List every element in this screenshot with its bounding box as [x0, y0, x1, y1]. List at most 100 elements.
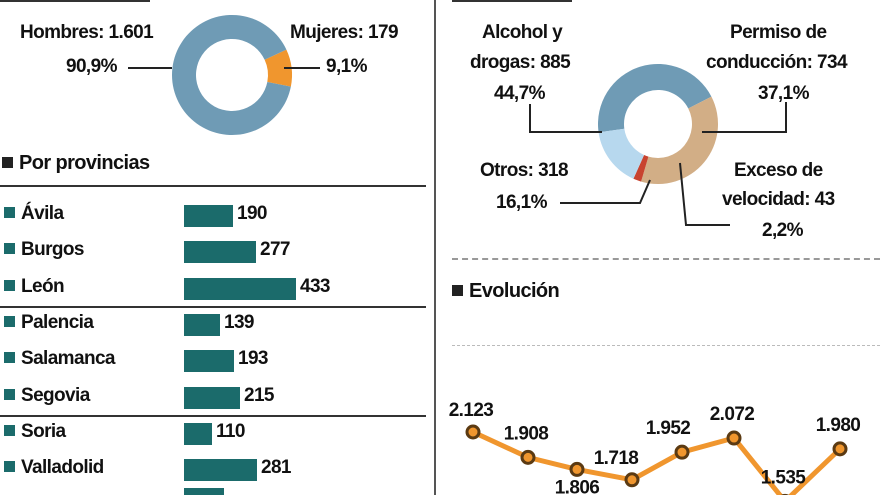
men-label: Hombres: 1.601	[20, 22, 154, 43]
right-panel: Alcohol y drogas: 885 44,7% Permiso de c…	[440, 0, 880, 495]
province-bar	[184, 459, 257, 482]
province-name-text: Palencia	[21, 311, 94, 333]
province-name: Valladolid	[4, 457, 104, 479]
otros-label: Otros: 318	[480, 160, 569, 181]
evolution-point	[726, 430, 742, 446]
province-name-text: León	[21, 275, 65, 297]
alcohol-leader-line	[529, 104, 602, 133]
province-bar	[184, 350, 234, 373]
province-name-text: Salamanca	[21, 348, 115, 370]
province-value: 277	[260, 239, 291, 261]
province-bar	[184, 277, 296, 300]
exceso-percent: 2,2%	[762, 220, 804, 241]
exceso-label-line2: velocidad: 43	[722, 189, 835, 210]
province-name-text: Segovia	[21, 384, 90, 406]
province-value: 110	[216, 420, 245, 442]
gender-donut-chart	[128, 15, 320, 136]
province-value: 215	[244, 384, 275, 406]
evolution-data-label: 1.718	[594, 448, 639, 469]
evolution-data-label: 1.980	[816, 415, 861, 436]
province-bar	[184, 422, 212, 445]
alcohol-label-line2: drogas: 885	[470, 52, 571, 73]
square-icon	[4, 352, 15, 364]
province-name-text: Soria	[21, 420, 66, 442]
exceso-slice	[633, 155, 649, 182]
evolution-line-chart: 2.123 1.908 1.806 1.718 1.952 2.072 1.535 1.980	[449, 400, 861, 495]
otros-leader-line	[560, 179, 651, 204]
province-bar	[184, 386, 240, 409]
permiso-slice	[641, 96, 718, 184]
evolution-point	[520, 449, 536, 465]
women-label: Mujeres: 179	[290, 22, 399, 43]
province-value: 139	[224, 311, 255, 333]
province-bar	[184, 313, 220, 336]
province-name: Ávila	[4, 203, 64, 225]
provinces-rule-low	[0, 415, 426, 417]
alcohol-label-line1: Alcohol y	[482, 22, 563, 43]
province-row: Burgos 277	[0, 233, 420, 267]
evolution-square-icon	[452, 285, 463, 296]
alcohol-slice	[598, 63, 712, 133]
province-row: Palencia 139	[0, 306, 420, 340]
evolution-dash-rule	[452, 258, 880, 260]
causes-donut-chart	[529, 63, 787, 226]
permiso-leader-line	[702, 102, 787, 133]
province-row: Segovia 215	[0, 379, 420, 413]
province-row: Salamanca 193	[0, 342, 420, 376]
province-bar-cut	[184, 488, 224, 495]
evolution-data-label: 1.806	[555, 477, 600, 495]
province-value: 281	[261, 457, 292, 479]
province-value: 190	[237, 203, 268, 224]
provinces-title-text: Por provincias	[19, 152, 150, 174]
otros-percent: 16,1%	[496, 192, 547, 213]
evolution-data-label: 1.908	[504, 423, 549, 444]
otros-slice	[598, 128, 645, 179]
province-name: León	[4, 275, 65, 298]
women-slice	[264, 49, 292, 87]
province-value: 193	[238, 348, 269, 370]
permiso-percent: 37,1%	[758, 83, 809, 104]
evolution-data-label: 1.952	[646, 418, 691, 439]
men-slice	[172, 15, 291, 136]
province-row: Ávila 190	[0, 197, 420, 231]
left-panel: Hombres: 1.601 90,9% Mujeres: 179 9,1% P…	[0, 0, 430, 495]
province-name: Segovia	[4, 385, 90, 407]
permiso-label-line2: conducción: 734	[706, 52, 848, 73]
province-row: Soria 110	[0, 415, 420, 449]
top-rule	[0, 0, 150, 2]
right-top-rule	[452, 0, 572, 2]
province-name: Palencia	[4, 311, 94, 334]
permiso-label-line1: Permiso de	[730, 22, 827, 43]
evolution-point	[569, 461, 585, 477]
square-icon	[4, 388, 15, 400]
square-icon	[4, 279, 15, 291]
evolution-title-text: Evolución	[469, 280, 560, 302]
exceso-label-line1: Exceso de	[734, 160, 823, 181]
province-bar	[184, 205, 233, 227]
evolution-point	[832, 441, 848, 457]
province-row: León 433	[0, 270, 420, 304]
panel-divider	[434, 0, 436, 495]
alcohol-percent: 44,7%	[494, 83, 545, 104]
evolution-data-label: 2.072	[710, 404, 755, 425]
square-icon	[4, 207, 15, 218]
province-row: Valladolid 281	[0, 451, 420, 485]
square-icon	[4, 424, 15, 436]
men-percent: 90,9%	[66, 56, 117, 77]
province-name-text: Burgos	[21, 239, 85, 261]
square-icon	[4, 315, 15, 327]
province-name-text: Ávila	[21, 203, 64, 224]
title-square-icon	[2, 157, 13, 168]
provinces-rule-mid	[0, 306, 426, 308]
evolution-data-label: 1.535	[761, 467, 807, 488]
provinces-rule-top	[0, 185, 426, 187]
provinces-title: Por provincias	[2, 152, 150, 174]
province-name-text: Valladolid	[21, 457, 104, 479]
evolution-data-label: 2.123	[449, 400, 494, 421]
square-icon	[4, 243, 15, 255]
evolution-point	[674, 444, 690, 460]
evolution-series-line	[471, 429, 842, 495]
evolution-point	[465, 424, 481, 440]
evolution-gridline	[452, 345, 880, 346]
province-name: Soria	[4, 421, 66, 443]
